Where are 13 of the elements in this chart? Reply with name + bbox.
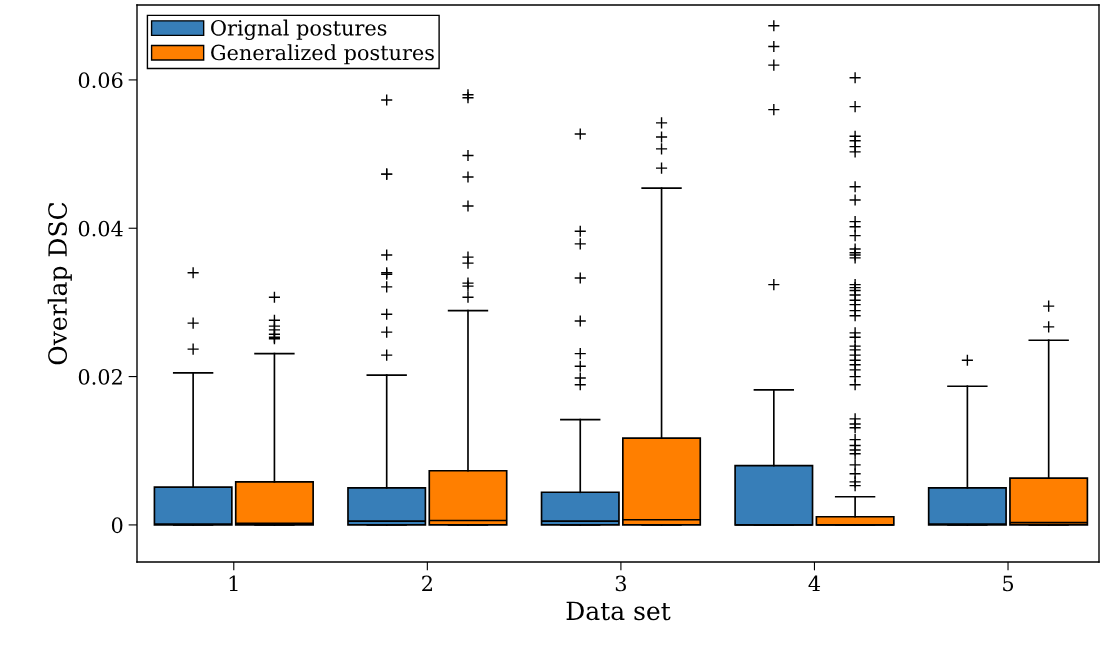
y-axis-title: Overlap DSC — [47, 202, 72, 365]
legend-label: Generalized postures — [211, 44, 434, 65]
x-axis-title: Data set — [566, 601, 671, 621]
x-tick-label: 2 — [422, 575, 432, 592]
y-tick-label: 0.02 — [78, 369, 122, 385]
x-tick-label: 1 — [229, 575, 238, 592]
x-tick-label: 4 — [808, 575, 821, 592]
x-tick-label: 3 — [615, 575, 626, 592]
y-tick-label: 0.04 — [78, 220, 123, 237]
legend-label: Orignal postures — [211, 19, 387, 41]
x-tick-label: 5 — [1003, 575, 1014, 592]
y-tick-label: 0 — [111, 517, 123, 534]
y-tick-label: 0.06 — [78, 72, 123, 89]
